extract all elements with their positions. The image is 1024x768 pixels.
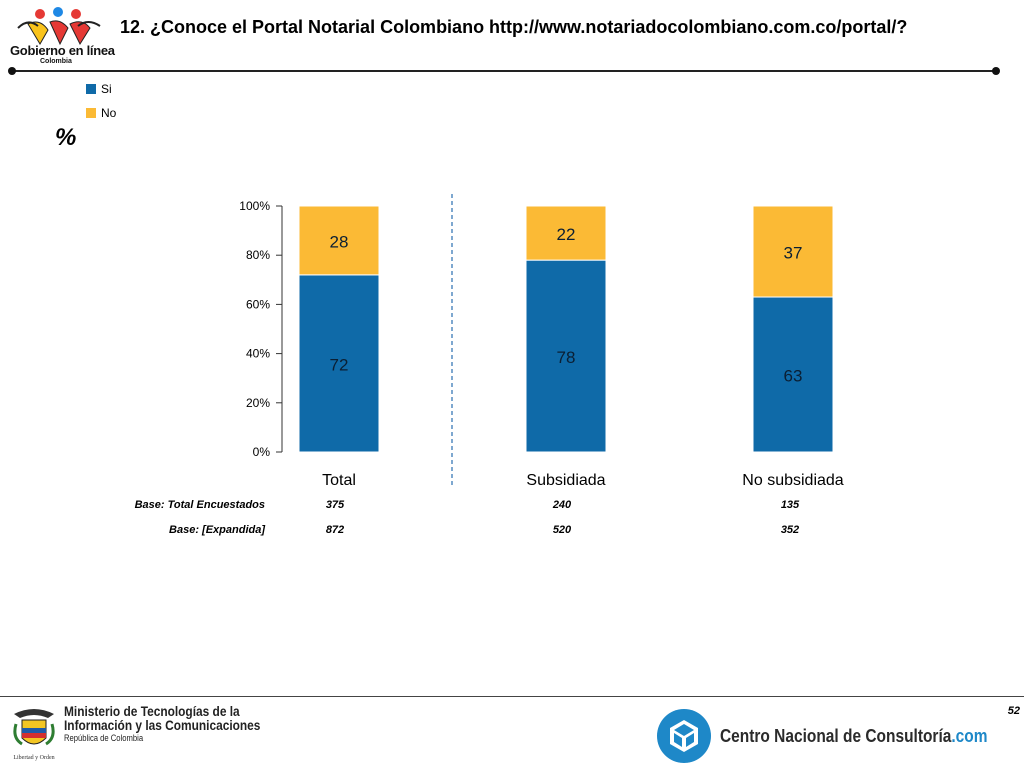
page-title: 12. ¿Conoce el Portal Notarial Colombian… bbox=[120, 17, 908, 37]
x-category-label: Subsidiada bbox=[526, 472, 605, 489]
data-label: 63 bbox=[784, 367, 803, 386]
data-label: 22 bbox=[557, 225, 576, 244]
x-category-label: Total bbox=[322, 472, 356, 489]
base-value: 520 bbox=[552, 524, 572, 536]
cnc-name: Centro Nacional de Consultoría bbox=[720, 725, 952, 746]
crest-motto: Libertad y Orden bbox=[13, 755, 54, 761]
footer-divider bbox=[0, 696, 1024, 697]
bar-segment-no bbox=[298, 205, 380, 276]
logo-subtitle: Colombia bbox=[40, 58, 72, 65]
header-divider bbox=[12, 70, 996, 72]
base-value: 352 bbox=[780, 524, 800, 536]
legend-item-no: No bbox=[86, 101, 116, 125]
divider-dot-right bbox=[992, 67, 1000, 75]
cnc-logo: Centro Nacional de Consultoría.com bbox=[656, 708, 1024, 764]
bar-segment-si bbox=[298, 274, 380, 453]
cnc-cube-icon bbox=[657, 709, 711, 763]
stacked-bar-chart: 0% 20% 40% 60% 80% 100% 72 28 Total 78 22 Subsidiad… bbox=[239, 194, 844, 489]
y-tick-label: 60% bbox=[246, 297, 270, 311]
ministry-name: Ministerio de Tecnologías de la Informac… bbox=[64, 704, 260, 744]
chart-legend: Si No bbox=[86, 77, 116, 125]
coat-of-arms-icon: Libertad y Orden bbox=[13, 709, 55, 761]
data-label: 37 bbox=[784, 244, 803, 263]
data-label: 72 bbox=[330, 355, 349, 374]
y-tick-label: 100% bbox=[239, 199, 270, 213]
x-category-label: No subsidiada bbox=[742, 472, 844, 489]
bar-segment-no bbox=[525, 205, 607, 261]
unit-label: % bbox=[55, 124, 77, 151]
ministry-logo: Libertad y Orden Ministerio de Tecnologí… bbox=[12, 704, 295, 762]
divider-dot-left bbox=[8, 67, 16, 75]
legend-swatch-no bbox=[86, 108, 96, 118]
base-label: Base: Total Encuestados bbox=[134, 499, 265, 511]
data-label: 28 bbox=[330, 232, 349, 251]
cnc-domain: .com bbox=[951, 725, 988, 746]
y-tick-label: 40% bbox=[246, 347, 270, 361]
ministry-line-3: República de Colombia bbox=[64, 733, 144, 743]
ministry-line-2: Información y las Comunicaciones bbox=[64, 717, 261, 733]
bar-segment-no bbox=[752, 205, 834, 298]
base-value: 872 bbox=[325, 524, 345, 536]
page-number: 52 bbox=[1007, 705, 1020, 717]
legend-swatch-si bbox=[86, 84, 96, 94]
legend-label-si: Si bbox=[101, 82, 112, 96]
base-value: 135 bbox=[780, 499, 800, 511]
ministry-line-1: Ministerio de Tecnologías de la bbox=[64, 703, 240, 719]
legend-item-si: Si bbox=[86, 77, 116, 101]
base-label: Base: [Expandida] bbox=[169, 524, 265, 536]
y-tick-label: 0% bbox=[253, 445, 271, 459]
bar-segment-si bbox=[525, 259, 607, 453]
logo-wordmark: Gobierno en línea bbox=[10, 43, 115, 58]
data-label: 78 bbox=[557, 348, 576, 367]
gobierno-en-linea-logo bbox=[17, 7, 101, 46]
legend-label-no: No bbox=[101, 106, 117, 120]
y-tick-label: 20% bbox=[246, 396, 270, 410]
bar-segment-si bbox=[752, 296, 834, 453]
cnc-wordmark: Centro Nacional de Consultoría.com bbox=[720, 726, 988, 747]
base-value: 375 bbox=[325, 499, 345, 511]
base-value: 240 bbox=[552, 499, 572, 511]
y-tick-label: 80% bbox=[246, 248, 270, 262]
